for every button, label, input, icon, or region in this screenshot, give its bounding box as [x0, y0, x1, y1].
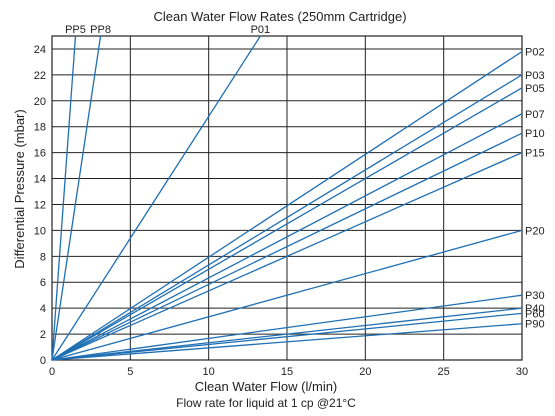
series-label-p40: P40 — [525, 303, 545, 315]
y-tick-label: 8 — [40, 251, 46, 263]
series-line-pp5 — [51, 35, 77, 361]
y-tick-label: 16 — [34, 148, 46, 160]
y-tick-label: 18 — [34, 122, 46, 134]
x-tick-label: 20 — [359, 366, 371, 378]
series-label-p15: P15 — [525, 148, 545, 160]
series-line-p15 — [51, 152, 523, 361]
series-line-p40 — [51, 307, 523, 361]
series-line-p60 — [51, 312, 523, 361]
y-tick-label: 0 — [40, 355, 46, 367]
x-tick-label: 0 — [49, 366, 55, 378]
y-tick-label: 10 — [34, 225, 46, 237]
y-tick-label: 24 — [34, 44, 46, 56]
y-axis-label: Differential Pressure (mbar) — [12, 109, 27, 268]
series-line-p01 — [51, 35, 261, 361]
series-line-p10 — [51, 132, 523, 361]
series-lines — [51, 35, 523, 361]
series-label-p30: P30 — [525, 290, 545, 302]
y-tick-label: 6 — [40, 277, 46, 289]
chart-note: Flow rate for liquid at 1 cp @21°C — [176, 396, 356, 410]
x-tick-label: 25 — [438, 366, 450, 378]
y-tick-label: 2 — [40, 329, 46, 341]
y-tick-label: 22 — [34, 70, 46, 82]
plot-frame — [51, 35, 523, 361]
y-tick-label: 4 — [40, 303, 46, 315]
series-line-p30 — [51, 294, 523, 361]
x-axis-label: Clean Water Flow (l/min) — [195, 379, 338, 394]
y-tick-label: 12 — [34, 199, 46, 211]
x-tick-labels: 0 5 10 15 20 25 30 — [49, 366, 528, 378]
grid — [51, 35, 523, 361]
x-tick-label: 10 — [203, 366, 215, 378]
x-tick-label: 15 — [281, 366, 293, 378]
x-tick-label: 5 — [127, 366, 133, 378]
series-label-p05: P05 — [525, 83, 545, 95]
series-line-p07 — [51, 113, 523, 361]
series-label-p20: P20 — [525, 225, 545, 237]
series-label-p03: P03 — [525, 70, 545, 82]
series-line-p20 — [51, 229, 523, 361]
y-tick-label: 14 — [34, 174, 46, 186]
series-label-p60: P60 — [525, 308, 545, 320]
series-label-p02: P02 — [525, 47, 545, 59]
series-label-p01: P01 — [251, 24, 271, 36]
series-line-p03 — [51, 74, 523, 361]
series-line-pp8 — [51, 35, 102, 361]
series-line-p90 — [51, 323, 523, 361]
series-label-pp8: PP8 — [90, 24, 111, 36]
series-label-p90: P90 — [525, 319, 545, 331]
x-tick-label: 30 — [516, 366, 528, 378]
series-label-p10: P10 — [525, 128, 545, 140]
series-line-p02 — [51, 51, 523, 361]
series-label-pp5: PP5 — [65, 24, 86, 36]
series-line-p05 — [51, 87, 523, 361]
chart-title: Clean Water Flow Rates (250mm Cartridge) — [153, 9, 406, 24]
series-label-p07: P07 — [525, 109, 545, 121]
y-tick-label: 20 — [34, 96, 46, 108]
